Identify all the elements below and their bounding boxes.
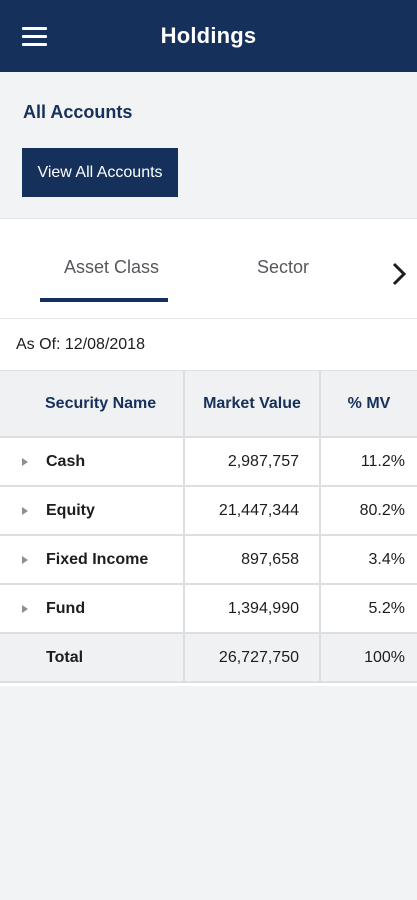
security-name-cell: Fixed Income (0, 534, 185, 585)
market-value-cell: 2,987,757 (183, 436, 321, 487)
expand-caret-icon[interactable] (22, 604, 28, 613)
tab-bar: Asset Class Sector (0, 219, 417, 319)
market-value-cell: 897,658 (183, 534, 321, 585)
chevron-right-icon[interactable] (390, 261, 408, 287)
app-header: Holdings (0, 0, 417, 72)
active-tab-indicator (40, 298, 168, 302)
total-row: Total 26,727,750 100% (0, 632, 417, 683)
security-name-cell: Cash (0, 436, 185, 487)
market-value-cell: 21,447,344 (183, 485, 321, 536)
hamburger-menu-icon[interactable] (22, 25, 47, 47)
column-header-market-value[interactable]: Market Value (183, 371, 321, 438)
column-header-security-name[interactable]: Security Name (0, 371, 185, 438)
market-value-cell: 1,394,990 (183, 583, 321, 634)
total-market-value: 26,727,750 (183, 632, 321, 683)
security-name: Equity (46, 501, 95, 519)
column-header-pct-mv[interactable]: % MV (319, 371, 417, 438)
security-name: Cash (46, 452, 86, 470)
tab-asset-class[interactable]: Asset Class (64, 257, 160, 277)
table-row[interactable]: Fund 1,394,990 5.2% (0, 583, 417, 634)
holdings-table: Security Name Market Value % MV Cash 2,9… (0, 371, 417, 683)
pct-mv-cell: 80.2% (319, 485, 417, 536)
holdings-card: Asset Class Sector As Of: 12/08/2018 Sec… (0, 218, 417, 686)
as-of-date: As Of: 12/08/2018 (0, 319, 417, 371)
table-row[interactable]: Cash 2,987,757 11.2% (0, 436, 417, 487)
table-row[interactable]: Fixed Income 897,658 3.4% (0, 534, 417, 585)
total-label-cell: Total (0, 632, 185, 683)
expand-caret-icon[interactable] (22, 555, 28, 564)
page-title: Holdings (160, 23, 257, 48)
total-pct-mv: 100% (319, 632, 417, 683)
tab-sector[interactable]: Sector (257, 257, 310, 277)
security-name-cell: Fund (0, 583, 185, 634)
pct-mv-cell: 3.4% (319, 534, 417, 585)
security-name-cell: Equity (0, 485, 185, 536)
expand-caret-icon[interactable] (22, 506, 28, 515)
pct-mv-cell: 5.2% (319, 583, 417, 634)
expand-caret-icon[interactable] (22, 457, 28, 466)
accounts-title: All Accounts (23, 102, 133, 122)
security-name: Fund (46, 599, 86, 617)
pct-mv-cell: 11.2% (319, 436, 417, 487)
total-label: Total (46, 648, 84, 666)
security-name: Fixed Income (46, 550, 149, 568)
table-row[interactable]: Equity 21,447,344 80.2% (0, 485, 417, 536)
table-header-row: Security Name Market Value % MV (0, 371, 417, 438)
view-all-accounts-button[interactable]: View All Accounts (22, 148, 178, 197)
